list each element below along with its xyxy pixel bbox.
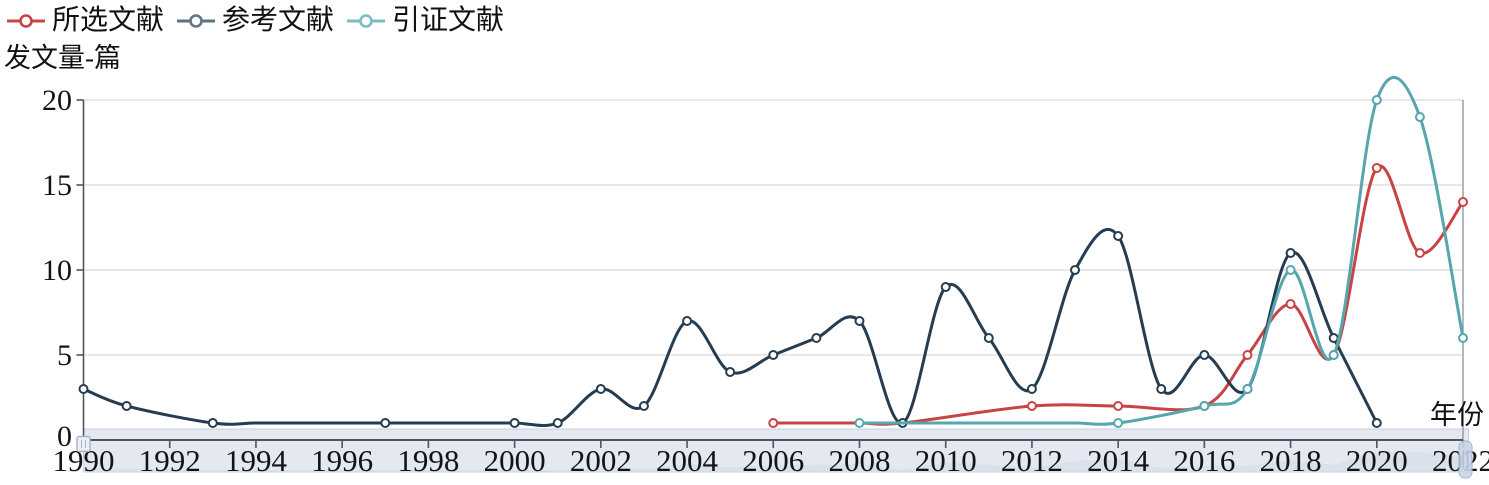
data-point-参考文献-2002[interactable] (595, 384, 606, 394)
legend-item-3[interactable]: 引证文献 (347, 5, 504, 37)
data-point-所选文献-2022[interactable] (1458, 197, 1469, 207)
y-tick-label-10: 10 (42, 254, 72, 287)
data-point-参考文献-2019[interactable] (1328, 333, 1339, 343)
data-point-参考文献-2015[interactable] (1156, 384, 1167, 394)
x-tick-label-2004: 2004 (656, 443, 719, 478)
data-point-引证文献-2008[interactable] (854, 418, 865, 428)
x-tick-label-2010: 2010 (915, 443, 977, 478)
datazoom-handle-right[interactable] (1458, 440, 1473, 479)
data-point-参考文献-2010[interactable] (940, 282, 951, 292)
datazoom-data-shadow (83, 451, 1464, 471)
x-tick-label-1992: 1992 (139, 443, 201, 478)
data-point-所选文献-2021[interactable] (1414, 248, 1425, 258)
y-tick-label-15: 15 (42, 169, 72, 202)
data-point-参考文献-2000[interactable] (509, 418, 520, 428)
data-point-参考文献-2020[interactable] (1371, 418, 1382, 428)
data-point-引证文献-2021[interactable] (1414, 112, 1425, 122)
x-tick-label-1998: 1998 (397, 443, 459, 478)
data-point-参考文献-2008[interactable] (854, 316, 865, 326)
x-tick-label-1994: 1994 (225, 443, 288, 478)
data-point-所选文献-2017[interactable] (1242, 350, 1253, 360)
x-tick-label-1996: 1996 (311, 443, 373, 478)
datazoom-handle-left[interactable] (76, 435, 91, 453)
legend-line-circle-icon (177, 12, 216, 30)
data-point-参考文献-2018[interactable] (1285, 248, 1296, 258)
x-tick-label-2014: 2014 (1087, 443, 1150, 478)
data-point-参考文献-2012[interactable] (1026, 384, 1037, 394)
legend-item-1[interactable]: 所选文献 (7, 5, 164, 37)
data-point-引证文献-2017[interactable] (1242, 384, 1253, 394)
legend-line-circle-icon (347, 12, 386, 30)
x-tick-label-2020: 2020 (1346, 443, 1408, 478)
y-axis-title: 发文量-篇 (4, 43, 121, 73)
x-tick-label-2006: 2006 (742, 443, 804, 478)
data-point-参考文献-2005[interactable] (725, 367, 736, 377)
data-point-参考文献-2001[interactable] (552, 418, 563, 428)
data-point-引证文献-2014[interactable] (1113, 418, 1124, 428)
x-tick-label-2008: 2008 (828, 443, 890, 478)
data-point-所选文献-2014[interactable] (1113, 401, 1124, 411)
data-point-引证文献-2020[interactable] (1371, 95, 1382, 105)
chart-legend: 所选文献 参考文献 引证文献 (7, 5, 517, 37)
legend-item-label: 引证文献 (392, 5, 505, 36)
legend-item-2[interactable]: 参考文献 (177, 5, 334, 37)
data-point-参考文献-2003[interactable] (638, 401, 649, 411)
data-point-所选文献-2020[interactable] (1371, 163, 1382, 173)
data-point-参考文献-2016[interactable] (1199, 350, 1210, 360)
y-tick-label-20: 20 (42, 84, 72, 117)
datazoom-slider-track[interactable] (83, 428, 1469, 473)
data-point-参考文献-2014[interactable] (1113, 231, 1124, 241)
data-point-参考文献-2007[interactable] (811, 333, 822, 343)
data-point-所选文献-2018[interactable] (1285, 299, 1296, 309)
series-line-参考文献 (82, 227, 1379, 427)
x-axis-title: 年份 (1430, 400, 1484, 430)
legend-item-label: 参考文献 (222, 5, 335, 36)
data-point-引证文献-2018[interactable] (1285, 265, 1296, 275)
x-tick-label-2016: 2016 (1173, 443, 1235, 478)
y-tick-label-0: 0 (57, 420, 72, 453)
data-point-引证文献-2019[interactable] (1328, 350, 1339, 360)
legend-item-label: 所选文献 (52, 5, 165, 36)
data-point-参考文献-2004[interactable] (682, 316, 693, 326)
data-point-引证文献-2022[interactable] (1458, 333, 1469, 343)
data-point-参考文献-1997[interactable] (380, 418, 391, 428)
x-tick-label-2002: 2002 (570, 443, 632, 478)
data-point-参考文献-2013[interactable] (1070, 265, 1081, 275)
series-line-引证文献 (857, 76, 1465, 426)
x-tick-label-2018: 2018 (1260, 443, 1322, 478)
data-point-所选文献-2012[interactable] (1026, 401, 1037, 411)
data-point-参考文献-2006[interactable] (768, 350, 779, 360)
data-point-参考文献-1993[interactable] (207, 418, 218, 428)
data-point-参考文献-1990[interactable] (78, 384, 89, 394)
data-point-参考文献-1991[interactable] (121, 401, 132, 411)
y-tick-label-5: 5 (57, 339, 72, 372)
x-tick-label-2000: 2000 (484, 443, 546, 478)
x-tick-label-2012: 2012 (1001, 443, 1063, 478)
data-point-参考文献-2011[interactable] (983, 333, 994, 343)
legend-line-circle-icon (7, 12, 45, 30)
data-point-所选文献-2006[interactable] (768, 418, 779, 428)
data-point-引证文献-2016[interactable] (1199, 401, 1210, 411)
